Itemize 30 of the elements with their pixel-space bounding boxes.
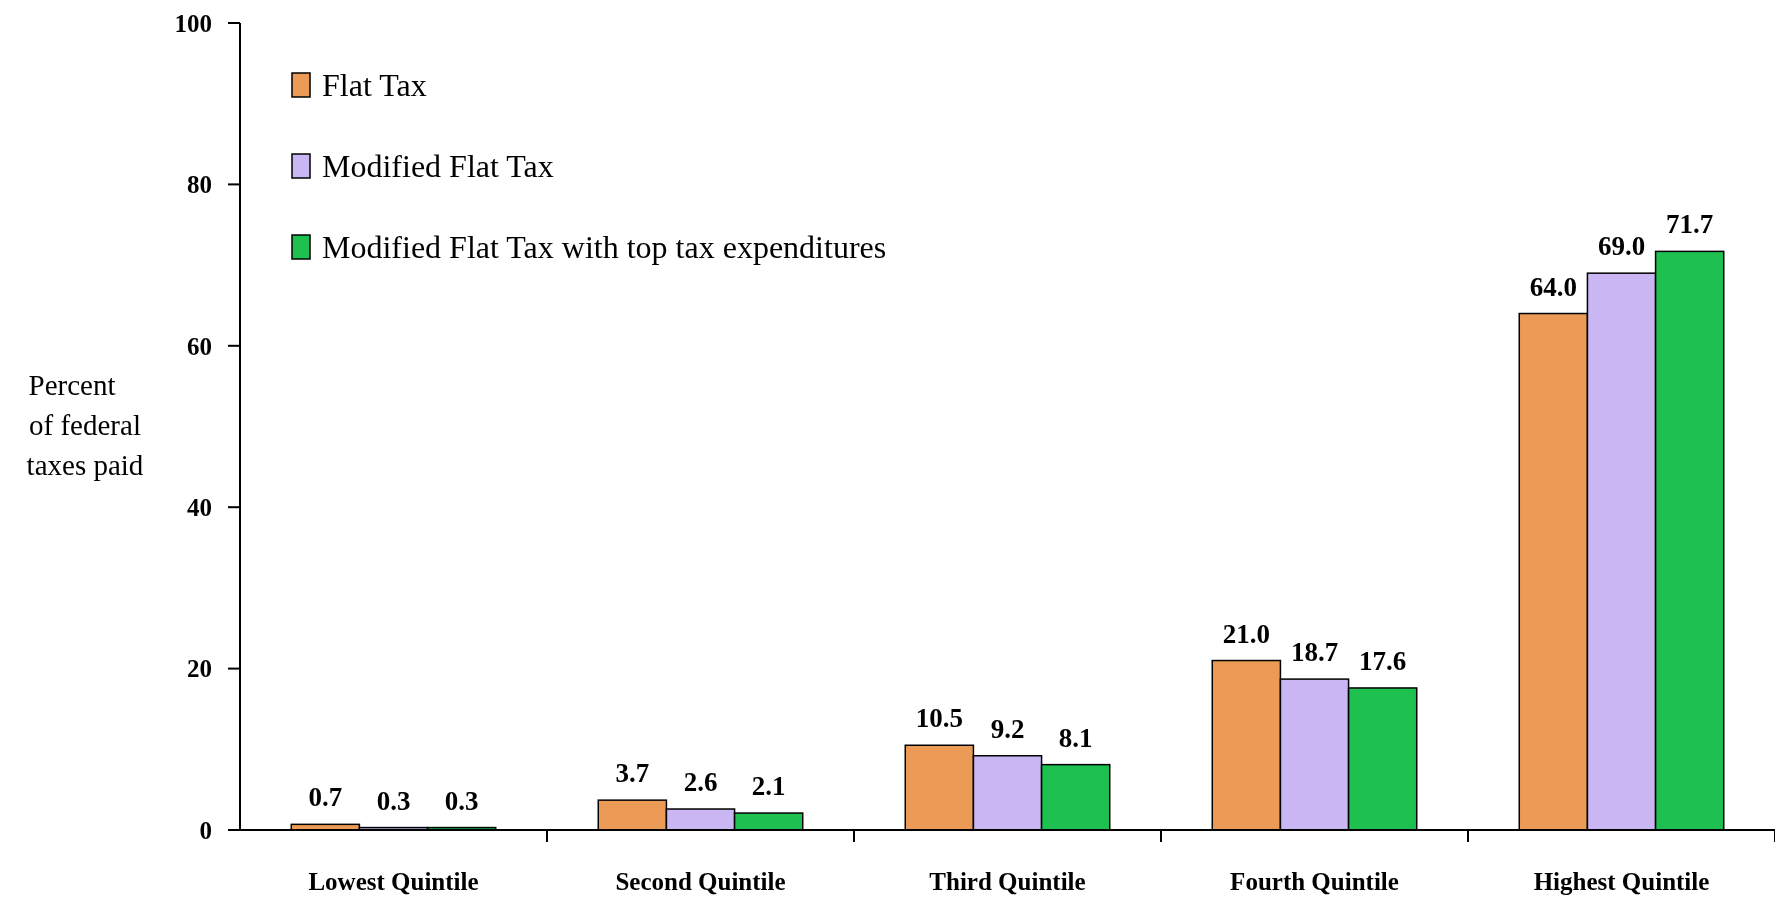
x-tick-label: Third Quintile bbox=[929, 868, 1086, 895]
legend-label: Modified Flat Tax bbox=[322, 148, 554, 185]
data-label: 71.7 bbox=[1666, 209, 1714, 240]
y-tick-label: 80 bbox=[187, 171, 212, 199]
data-label: 9.2 bbox=[990, 713, 1025, 744]
x-tick-label: Second Quintile bbox=[615, 868, 786, 895]
data-label: 64.0 bbox=[1529, 271, 1577, 302]
data-label: 18.7 bbox=[1290, 637, 1339, 668]
data-label: 8.1 bbox=[1058, 722, 1093, 753]
data-label: 2.6 bbox=[683, 767, 718, 798]
data-label: 0.3 bbox=[376, 785, 411, 816]
y-tick-label: 20 bbox=[187, 655, 212, 683]
data-label: 17.6 bbox=[1359, 645, 1407, 676]
data-label: 69.0 bbox=[1597, 231, 1646, 262]
y-tick-label: 40 bbox=[187, 493, 212, 521]
x-tick-label: Lowest Quintile bbox=[308, 868, 479, 895]
data-label: 0.3 bbox=[444, 785, 479, 816]
y-axis-title: Percent of federal taxes paid bbox=[26, 369, 144, 481]
data-label: 2.1 bbox=[751, 771, 786, 802]
legend-label: Flat Tax bbox=[322, 67, 427, 104]
x-tick-label: Highest Quintile bbox=[1533, 868, 1710, 895]
y-tick-label: 0 bbox=[199, 816, 212, 844]
legend-label: Modified Flat Tax with top tax expenditures bbox=[322, 229, 887, 266]
data-label: 21.0 bbox=[1222, 618, 1270, 649]
data-label: 3.7 bbox=[615, 758, 650, 789]
y-tick-label: 100 bbox=[174, 9, 212, 37]
x-tick-label: Fourth Quintile bbox=[1230, 868, 1399, 895]
data-label: 0.7 bbox=[308, 782, 343, 813]
data-label: 10.5 bbox=[915, 703, 963, 734]
y-tick-label: 60 bbox=[187, 332, 212, 360]
